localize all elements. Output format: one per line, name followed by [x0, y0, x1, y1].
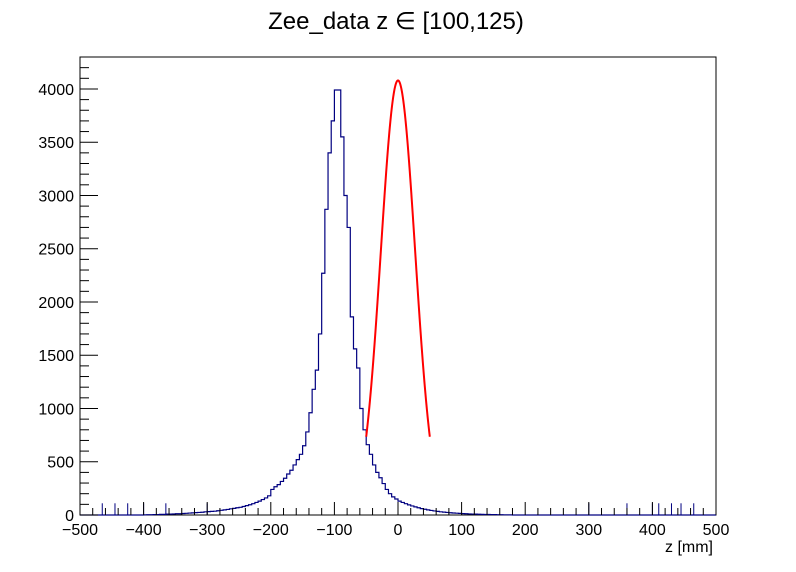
- y-tick-label: 2500: [38, 242, 74, 259]
- y-tick-label: 3000: [38, 188, 74, 205]
- histogram-series: [80, 89, 716, 516]
- x-tick-label: −100: [316, 522, 352, 539]
- y-tick-label: 0: [65, 508, 74, 525]
- x-tick-label: 0: [394, 522, 403, 539]
- y-tick-label: 1000: [38, 401, 74, 418]
- gaussian-fit-curve: [365, 79, 431, 437]
- x-tick-label: −400: [126, 522, 162, 539]
- y-tick-label: 1500: [38, 348, 74, 365]
- x-tick-label: 200: [512, 522, 539, 539]
- x-tick-label: 100: [448, 522, 475, 539]
- y-tick-label: 3500: [38, 135, 74, 152]
- x-tick-label: −500: [62, 522, 98, 539]
- x-tick-label: −300: [189, 522, 225, 539]
- plot-area: −500 −400 −300 −200 −100 0 100 200 300 400 500 0 500…: [38, 56, 730, 539]
- x-axis-label: z [mm]: [665, 539, 713, 556]
- chart-title: Zee_data z ∈ [100,125): [268, 8, 524, 35]
- x-tick-label: −200: [253, 522, 289, 539]
- y-tick-label: 2000: [38, 295, 74, 312]
- x-tick-label: 300: [575, 522, 602, 539]
- x-tick-label: 400: [639, 522, 666, 539]
- x-tick-label: 500: [703, 522, 730, 539]
- y-tick-label: 4000: [38, 82, 74, 99]
- y-tick-label: 500: [47, 455, 74, 472]
